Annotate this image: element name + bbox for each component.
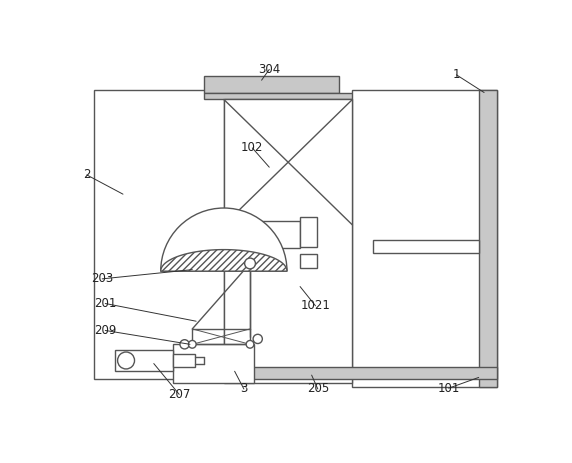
Bar <box>224 100 352 383</box>
Bar <box>116 350 173 371</box>
Bar <box>479 90 497 387</box>
Bar <box>94 90 224 379</box>
Wedge shape <box>161 208 287 271</box>
Bar <box>173 354 194 367</box>
Bar <box>300 217 317 246</box>
Circle shape <box>118 352 134 369</box>
Circle shape <box>245 258 256 269</box>
Circle shape <box>246 340 254 348</box>
Circle shape <box>253 334 263 344</box>
Bar <box>374 240 479 253</box>
Text: 1: 1 <box>452 69 460 81</box>
Text: 1021: 1021 <box>300 299 331 313</box>
Bar <box>224 368 497 379</box>
Text: 101: 101 <box>438 382 460 394</box>
Circle shape <box>180 340 189 349</box>
Bar <box>300 254 317 268</box>
Text: 207: 207 <box>168 388 190 401</box>
Bar <box>204 93 354 100</box>
Bar <box>204 76 339 93</box>
Bar <box>173 344 254 383</box>
Polygon shape <box>161 250 287 271</box>
Bar <box>231 221 300 248</box>
Bar <box>352 90 497 387</box>
Text: 209: 209 <box>94 324 117 337</box>
Text: 102: 102 <box>241 142 264 155</box>
Circle shape <box>188 340 196 348</box>
Text: 3: 3 <box>240 382 248 395</box>
Text: 203: 203 <box>91 272 113 285</box>
Text: 201: 201 <box>94 297 117 310</box>
Text: 205: 205 <box>307 382 329 395</box>
Text: 304: 304 <box>258 63 280 76</box>
Text: 2: 2 <box>83 169 90 181</box>
